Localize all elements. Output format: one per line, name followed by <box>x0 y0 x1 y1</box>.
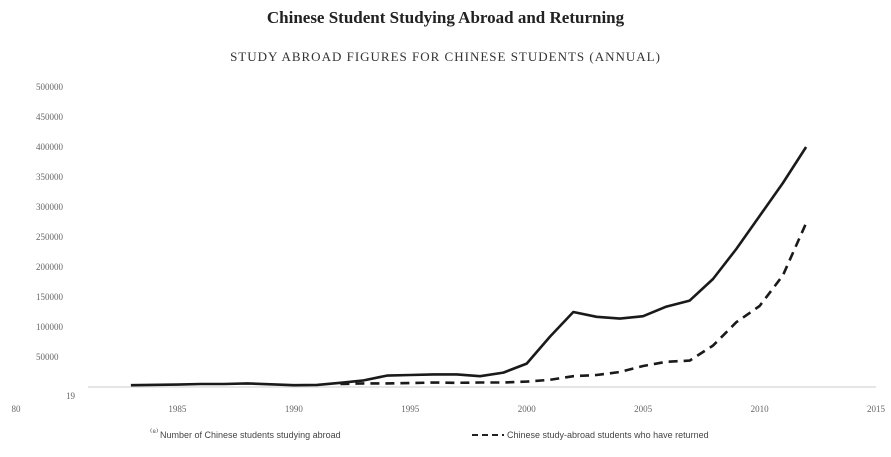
x-tick-label: 2015 <box>867 404 886 414</box>
y-tick-label: 200000 <box>36 262 64 272</box>
x-tick-label: 1985 <box>168 404 187 414</box>
legend-label-returned: Chinese study-abroad students who have r… <box>507 430 709 440</box>
y-tick-label-zero: 19 <box>66 391 76 401</box>
y-tick-label: 500000 <box>36 82 64 92</box>
series-line-returned <box>340 222 808 386</box>
y-tick-label: 250000 <box>36 232 64 242</box>
x-tick-label: 2005 <box>634 404 653 414</box>
legend-marker-abroad: ⁽⁸⁾ <box>150 427 158 437</box>
legend-label-abroad: Number of Chinese students studying abro… <box>160 430 341 440</box>
x-tick-label: 80 <box>12 404 22 414</box>
y-tick-label: 450000 <box>36 112 64 122</box>
x-tick-label: 1995 <box>401 404 420 414</box>
chart-subtitle: STUDY ABROAD FIGURES FOR CHINESE STUDENT… <box>230 49 661 64</box>
x-tick-label: 1990 <box>285 404 304 414</box>
y-tick-label: 300000 <box>36 202 64 212</box>
y-tick-label: 50000 <box>36 352 59 362</box>
y-tick-label: 150000 <box>36 292 64 302</box>
y-tick-label: 400000 <box>36 142 64 152</box>
y-tick-label: 350000 <box>36 172 64 182</box>
x-tick-label: 2000 <box>518 404 537 414</box>
chart-title: Chinese Student Studying Abroad and Retu… <box>266 8 625 27</box>
series-line-abroad <box>130 146 808 387</box>
x-tick-label: 2010 <box>751 404 770 414</box>
y-tick-label: 100000 <box>36 322 64 332</box>
